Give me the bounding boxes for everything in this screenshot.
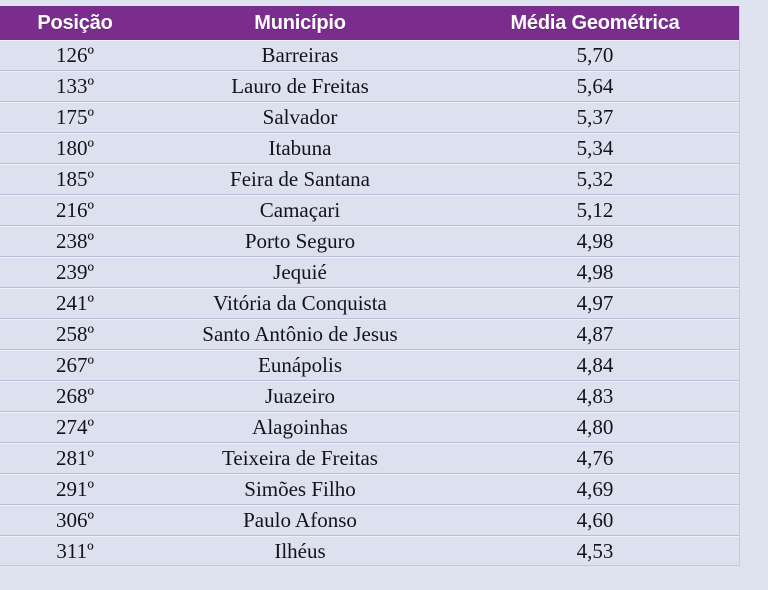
cell-posicao: 241º (0, 287, 150, 319)
cell-media: 4,80 (450, 411, 740, 443)
cell-municipio: Vitória da Conquista (150, 287, 450, 319)
cell-posicao: 185º (0, 163, 150, 195)
cell-municipio: Santo Antônio de Jesus (150, 318, 450, 350)
cell-media: 4,97 (450, 287, 740, 319)
cell-municipio: Eunápolis (150, 349, 450, 381)
table-right-edge (739, 6, 740, 566)
cell-municipio: Alagoinhas (150, 411, 450, 443)
cell-posicao: 175º (0, 101, 150, 133)
table-row: 258º Santo Antônio de Jesus 4,87 (0, 318, 740, 350)
cell-posicao: 216º (0, 194, 150, 226)
table-row: 267º Eunápolis 4,84 (0, 349, 740, 381)
cell-media: 4,83 (450, 380, 740, 412)
cell-posicao: 258º (0, 318, 150, 350)
cell-municipio: Porto Seguro (150, 225, 450, 257)
cell-municipio: Itabuna (150, 132, 450, 164)
cell-municipio: Feira de Santana (150, 163, 450, 195)
column-header-municipio: Município (150, 6, 450, 40)
cell-posicao: 306º (0, 504, 150, 536)
cell-posicao: 268º (0, 380, 150, 412)
table-body: 126º Barreiras 5,70 133º Lauro de Freitas 5,6… (0, 40, 740, 566)
cell-municipio: Camaçari (150, 194, 450, 226)
table-row: 311º Ilhéus 4,53 (0, 535, 740, 566)
cell-posicao: 180º (0, 132, 150, 164)
cell-municipio: Juazeiro (150, 380, 450, 412)
cell-media: 4,84 (450, 349, 740, 381)
cell-media: 4,98 (450, 256, 740, 288)
column-header-posicao: Posição (0, 6, 150, 40)
cell-municipio: Paulo Afonso (150, 504, 450, 536)
cell-media: 5,70 (450, 40, 740, 71)
cell-posicao: 267º (0, 349, 150, 381)
cell-media: 5,37 (450, 101, 740, 133)
cell-posicao: 274º (0, 411, 150, 443)
table-row: 281º Teixeira de Freitas 4,76 (0, 442, 740, 474)
table-row: 180º Itabuna 5,34 (0, 132, 740, 164)
cell-municipio: Salvador (150, 101, 450, 133)
cell-municipio: Simões Filho (150, 473, 450, 505)
table-row: 185º Feira de Santana 5,32 (0, 163, 740, 195)
cell-media: 4,69 (450, 473, 740, 505)
table-row: 306º Paulo Afonso 4,60 (0, 504, 740, 536)
table-row: 175º Salvador 5,37 (0, 101, 740, 133)
column-header-media-geometrica: Média Geométrica (450, 6, 740, 40)
cell-media: 5,64 (450, 70, 740, 102)
table-header: Posição Município Média Geométrica (0, 6, 740, 40)
table-row: 268º Juazeiro 4,83 (0, 380, 740, 412)
table-row: 238º Porto Seguro 4,98 (0, 225, 740, 257)
ranking-table: Posição Município Média Geométrica 126º B… (0, 6, 740, 566)
cell-posicao: 239º (0, 256, 150, 288)
table-row: 216º Camaçari 5,12 (0, 194, 740, 226)
ranking-table-container: Posição Município Média Geométrica 126º B… (0, 6, 740, 566)
cell-posicao: 238º (0, 225, 150, 257)
cell-municipio: Jequié (150, 256, 450, 288)
table-row: 291º Simões Filho 4,69 (0, 473, 740, 505)
table-row: 241º Vitória da Conquista 4,97 (0, 287, 740, 319)
cell-municipio: Ilhéus (150, 535, 450, 566)
cell-media: 4,87 (450, 318, 740, 350)
cell-posicao: 291º (0, 473, 150, 505)
table-row: 274º Alagoinhas 4,80 (0, 411, 740, 443)
cell-municipio: Barreiras (150, 40, 450, 71)
cell-municipio: Lauro de Freitas (150, 70, 450, 102)
cell-posicao: 133º (0, 70, 150, 102)
cell-media: 4,76 (450, 442, 740, 474)
cell-media: 5,12 (450, 194, 740, 226)
cell-media: 4,98 (450, 225, 740, 257)
cell-media: 4,53 (450, 535, 740, 566)
cell-posicao: 126º (0, 40, 150, 71)
cell-media: 4,60 (450, 504, 740, 536)
table-row: 126º Barreiras 5,70 (0, 40, 740, 71)
cell-posicao: 311º (0, 535, 150, 566)
cell-municipio: Teixeira de Freitas (150, 442, 450, 474)
table-row: 239º Jequié 4,98 (0, 256, 740, 288)
cell-media: 5,34 (450, 132, 740, 164)
cell-media: 5,32 (450, 163, 740, 195)
cell-posicao: 281º (0, 442, 150, 474)
table-row: 133º Lauro de Freitas 5,64 (0, 70, 740, 102)
table-header-row: Posição Município Média Geométrica (0, 6, 740, 40)
